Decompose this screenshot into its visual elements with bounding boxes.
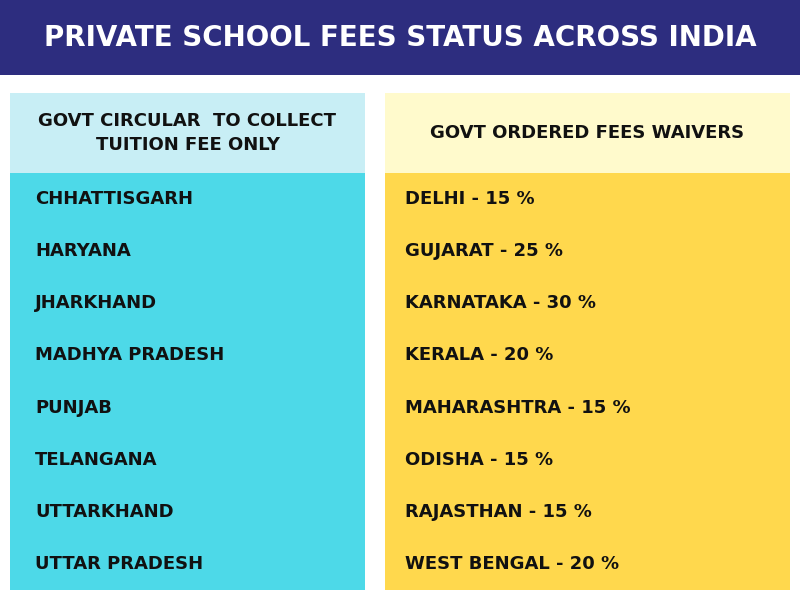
Text: MAHARASHTRA - 15 %: MAHARASHTRA - 15 %	[405, 398, 630, 416]
Bar	[10, 173, 365, 590]
Text: UTTAR PRADESH: UTTAR PRADESH	[35, 555, 203, 573]
Text: KARNATAKA - 30 %: KARNATAKA - 30 %	[405, 295, 596, 313]
Text: GOVT ORDERED FEES WAIVERS: GOVT ORDERED FEES WAIVERS	[430, 124, 745, 142]
Bar	[0, 0, 800, 75]
Text: PRIVATE SCHOOL FEES STATUS ACROSS INDIA: PRIVATE SCHOOL FEES STATUS ACROSS INDIA	[44, 23, 756, 52]
Bar	[385, 173, 790, 590]
Text: WEST BENGAL - 20 %: WEST BENGAL - 20 %	[405, 555, 619, 573]
Text: MADHYA PRADESH: MADHYA PRADESH	[35, 346, 224, 364]
Bar	[385, 93, 790, 173]
Text: HARYANA: HARYANA	[35, 242, 130, 260]
Bar	[10, 93, 365, 173]
Text: UTTARKHAND: UTTARKHAND	[35, 503, 174, 521]
Text: JHARKHAND: JHARKHAND	[35, 295, 157, 313]
Text: PUNJAB: PUNJAB	[35, 398, 112, 416]
Text: ODISHA - 15 %: ODISHA - 15 %	[405, 451, 553, 469]
Bar	[0, 75, 800, 93]
Text: RAJASTHAN - 15 %: RAJASTHAN - 15 %	[405, 503, 592, 521]
Text: GOVT CIRCULAR  TO COLLECT
TUITION FEE ONLY: GOVT CIRCULAR TO COLLECT TUITION FEE ONL…	[38, 112, 337, 154]
Text: DELHI - 15 %: DELHI - 15 %	[405, 190, 534, 208]
Text: TELANGANA: TELANGANA	[35, 451, 158, 469]
Text: CHHATTISGARH: CHHATTISGARH	[35, 190, 193, 208]
Text: KERALA - 20 %: KERALA - 20 %	[405, 346, 554, 364]
Text: GUJARAT - 25 %: GUJARAT - 25 %	[405, 242, 563, 260]
